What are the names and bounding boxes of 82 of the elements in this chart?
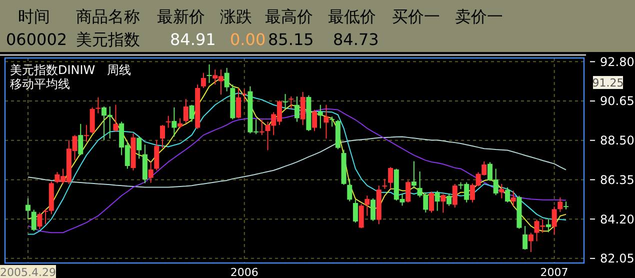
text: 84.91: [170, 30, 216, 49]
candlestick: [288, 96, 294, 110]
candlestick: [282, 94, 288, 109]
candlestick: [347, 178, 352, 202]
category-label: 买价一: [392, 7, 440, 26]
candlestick: [318, 104, 323, 129]
candlestick: [43, 208, 48, 225]
candlestick: [84, 124, 89, 142]
category-label: 时间: [18, 7, 50, 26]
candlestick: [406, 180, 411, 203]
candlestick: [242, 89, 247, 102]
candlestick: [429, 191, 434, 214]
candlestick: [206, 64, 212, 84]
y-tick-label: 86.35: [600, 172, 634, 187]
candlestick: [370, 198, 376, 222]
candlestick: [200, 72, 206, 89]
candlestick: [564, 201, 568, 210]
candlestick: [446, 194, 452, 206]
candlestick: [510, 190, 516, 206]
y-tick-label: 88.50: [600, 134, 634, 148]
x-tick-label: 2007: [540, 266, 568, 278]
candlestick: [90, 106, 95, 134]
candlestick: [148, 161, 154, 184]
candlestick: [189, 104, 194, 122]
x-tick-label: 2005.4.29: [0, 266, 56, 278]
x-tick-label: 2006: [230, 266, 258, 278]
text: 060002: [6, 30, 68, 49]
candlestick: [172, 106, 177, 138]
text: 91.25: [592, 76, 624, 90]
candlestick: [528, 232, 534, 253]
candlestick: [37, 212, 42, 230]
candlestick: [499, 183, 504, 199]
candlestick: [224, 67, 230, 92]
text: 84.73: [333, 30, 379, 49]
category-label: 最低价: [328, 7, 376, 26]
candlestick: [522, 226, 528, 250]
candlestick: [136, 136, 142, 160]
category-label: 最新价: [157, 7, 205, 26]
candlestick: [452, 183, 458, 208]
candlestick: [113, 104, 118, 132]
candlestick: [166, 115, 171, 128]
candlestick: [505, 186, 510, 203]
y-tick-label: 92.80: [600, 54, 634, 69]
text: 85.15: [268, 30, 314, 49]
candlestick: [236, 88, 242, 119]
candlestick: [382, 178, 388, 190]
candlestick: [388, 166, 394, 190]
candlestick: [352, 199, 358, 224]
category-label: 最高价: [265, 7, 313, 26]
candlestick: [546, 218, 551, 233]
candlestick: [364, 195, 370, 216]
candlestick: [300, 92, 306, 126]
category-label: 卖价一: [455, 7, 503, 26]
category-label: 商品名称: [76, 7, 140, 26]
candlestick: [558, 196, 563, 212]
candlestick: [294, 96, 300, 122]
text: 移动平均线: [10, 77, 70, 91]
category-label: 涨跌: [220, 7, 252, 26]
candlestick: [434, 190, 440, 212]
candlestick: [552, 206, 557, 235]
line-series: [28, 136, 566, 188]
candlestick: [330, 116, 335, 128]
text: 美元指数DINIW 周线: [10, 63, 132, 77]
y-tick-label: 84.20: [600, 212, 634, 226]
candlestick: [312, 109, 318, 132]
candlestick: [411, 160, 416, 189]
candlestick: [78, 123, 84, 156]
candlestick: [440, 194, 446, 214]
y-tick-label: 82.05: [600, 252, 634, 266]
candlestick: [178, 118, 183, 129]
text: 0.00: [230, 30, 266, 49]
text: 美元指数: [76, 30, 140, 49]
candlestick: [154, 140, 160, 171]
y-tick-label: 90.65: [600, 94, 634, 108]
candlestick: [26, 198, 30, 220]
candlestick: [160, 124, 165, 148]
candlestick: [183, 98, 188, 124]
candlestick: [96, 96, 101, 114]
candlestick: [259, 119, 264, 136]
candlestick: [31, 209, 36, 232]
candlestick: [358, 204, 364, 229]
candlestick: [324, 104, 329, 140]
